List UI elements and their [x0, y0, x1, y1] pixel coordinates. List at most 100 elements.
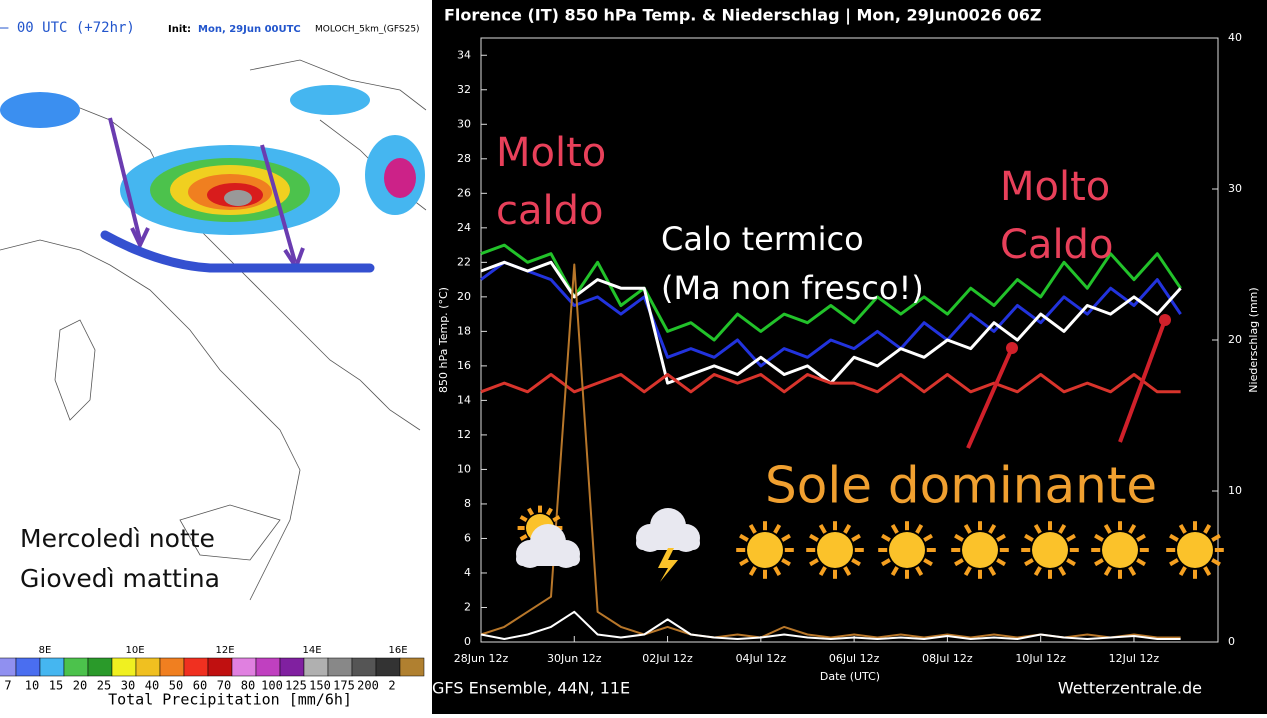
y-tick-label: 14 — [457, 393, 471, 406]
colorbar-swatch — [159, 657, 185, 677]
colorbar-swatch — [63, 657, 89, 677]
x-tick-label: 04Jul 12z — [736, 652, 787, 665]
sun-ray — [1058, 524, 1067, 534]
map-model: MOLOCH_5km_(GFS25) — [315, 25, 420, 35]
cloud-icon — [516, 524, 580, 568]
sun-icon — [1091, 521, 1149, 579]
sun-ray — [748, 566, 757, 576]
colorbar-swatch — [15, 657, 41, 677]
colorbar-label: 7 — [4, 679, 11, 693]
y-tick-label: 24 — [457, 221, 471, 234]
sun-ray — [851, 558, 861, 567]
arrows — [108, 117, 305, 272]
sun-ray — [923, 533, 933, 542]
x-tick-label: 08Jul 12z — [922, 652, 973, 665]
lightning — [658, 548, 678, 582]
x-tick-label: 30Jun 12z — [547, 652, 602, 665]
map-annotation: Mercoledì notte — [20, 524, 215, 553]
sun-ray — [843, 566, 852, 576]
colorbar-swatch — [327, 657, 353, 677]
sun-disk — [1102, 532, 1138, 568]
trend-arrow — [966, 347, 1014, 449]
sun-disk — [817, 532, 853, 568]
sun-disk — [889, 532, 925, 568]
sun-disk — [747, 532, 783, 568]
precip-blobs — [0, 85, 425, 235]
sun-ray — [818, 566, 827, 576]
y2-label: Niederschlag (mm) — [1247, 287, 1260, 392]
y2-tick-label: 20 — [1228, 333, 1242, 346]
sun-icon — [878, 521, 936, 579]
colorbar-swatch — [303, 657, 329, 677]
sun-icon — [1021, 521, 1079, 579]
colorbar-label: 30 — [121, 679, 135, 693]
sun-icon — [806, 521, 864, 579]
y-tick-label: 30 — [457, 117, 471, 130]
series-line — [480, 373, 1181, 394]
x-label: Date (UTC) — [820, 670, 880, 683]
cloud-base — [516, 552, 580, 566]
sun-ray — [545, 507, 553, 516]
colorbar-label: 50 — [169, 679, 183, 693]
lon-label: 8E — [39, 645, 52, 656]
y-tick-label: 6 — [464, 531, 471, 544]
sun-ray — [890, 524, 899, 534]
colorbar-title: Total Precipitation [mm/6h] — [108, 691, 352, 709]
sun-ray — [1169, 533, 1179, 542]
trend-arrow-head — [1006, 342, 1018, 354]
lon-label: 16E — [388, 645, 407, 656]
series-line — [480, 610, 1181, 640]
cloud-base — [636, 536, 700, 550]
colorbar-label: 2 — [388, 679, 395, 693]
annotation: caldo — [496, 188, 603, 234]
map-annotation: Giovedì mattina — [20, 564, 220, 593]
sun-ray — [1203, 566, 1212, 576]
sun-ray — [1066, 558, 1076, 567]
colorbar-swatch — [87, 657, 113, 677]
sun-icon — [1166, 521, 1224, 579]
colorbar-label: 100 — [261, 679, 283, 693]
sun-ray — [954, 558, 964, 567]
sun-ray — [519, 515, 528, 523]
sun-ray — [1136, 558, 1146, 567]
sun-ray — [1178, 566, 1187, 576]
sun-ray — [963, 566, 972, 576]
sun-ray — [851, 533, 861, 542]
y-tick-label: 22 — [457, 255, 471, 268]
colorbar-swatch — [231, 657, 257, 677]
map-run: – 00 UTC (+72hr) — [0, 20, 135, 36]
colorbar-swatch — [375, 657, 401, 677]
sun-ray — [1103, 566, 1112, 576]
lon-label: 10E — [125, 645, 144, 656]
y-tick-label: 0 — [464, 635, 471, 648]
annotation: Calo termico — [661, 220, 864, 258]
sun-disk — [1177, 532, 1213, 568]
y2-tick-label: 30 — [1228, 182, 1242, 195]
sun-ray — [988, 524, 997, 534]
sun-ray — [996, 558, 1006, 567]
colorbar-swatch — [279, 657, 305, 677]
sun-ray — [1169, 558, 1179, 567]
y-tick-label: 4 — [464, 566, 471, 579]
y-tick-label: 16 — [457, 359, 471, 372]
colorbar-label: 40 — [145, 679, 159, 693]
cloud-icon — [636, 508, 700, 552]
front-line — [100, 230, 375, 273]
colorbar-swatch — [399, 657, 425, 677]
x-tick-label: 06Jul 12z — [829, 652, 880, 665]
sun-ray — [1094, 533, 1104, 542]
trend-arrow-head — [1159, 314, 1171, 326]
sun-ray — [773, 524, 782, 534]
sun-ray — [923, 558, 933, 567]
trend-arrow — [1118, 319, 1167, 443]
sun-ray — [1094, 558, 1104, 567]
x-tick-label: 02Jul 12z — [642, 652, 693, 665]
sun-ray — [773, 566, 782, 576]
y-tick-label: 32 — [457, 83, 471, 96]
x-tick-label: 12Jul 12z — [1109, 652, 1160, 665]
y-tick-label: 18 — [457, 324, 471, 337]
colorbar: 7 10 15 20 25 30 40 50 60 70 80 100 125 150 175 200 2 — [0, 657, 425, 693]
colorbar-swatch — [39, 657, 65, 677]
y-tick-label: 8 — [464, 497, 471, 510]
